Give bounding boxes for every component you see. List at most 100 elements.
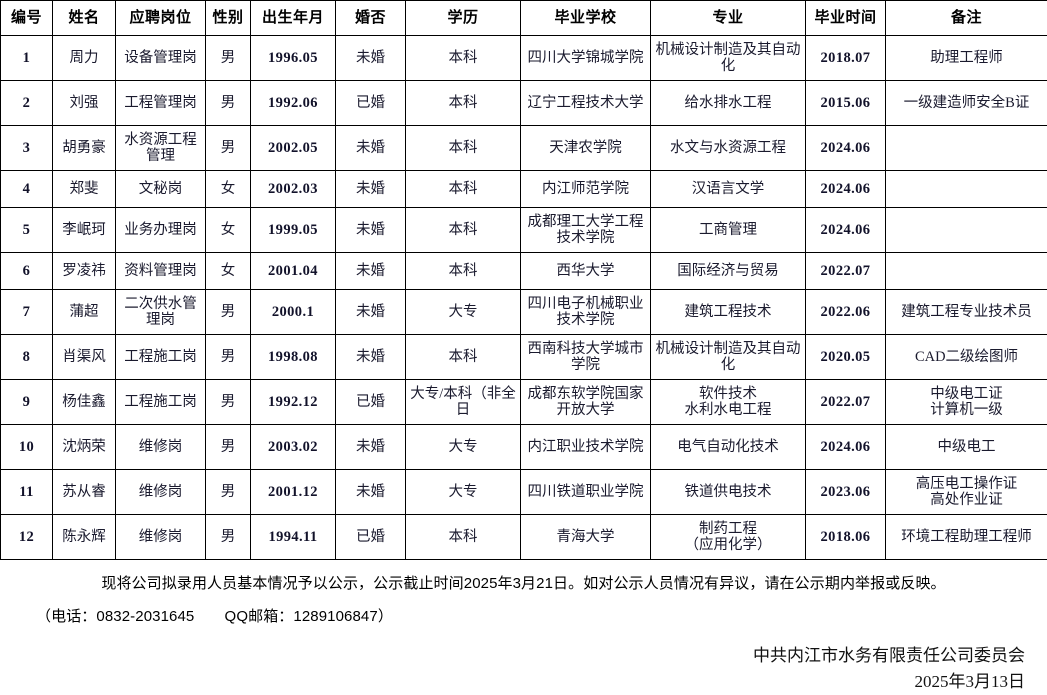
cell-education: 本科: [406, 253, 521, 290]
cell-no: 5: [1, 208, 53, 253]
cell-education: 大专: [406, 290, 521, 335]
cell-note: [886, 208, 1047, 253]
cell-post: 资料管理岗: [116, 253, 206, 290]
cell-birth: 2001.04: [251, 253, 336, 290]
cell-post: 维修岗: [116, 425, 206, 470]
cell-post: 文秘岗: [116, 171, 206, 208]
cell-school: 内江师范学院: [521, 171, 651, 208]
cell-major: 给水排水工程: [651, 81, 806, 126]
cell-post: 工程施工岗: [116, 380, 206, 425]
column-header-sex: 性别: [206, 1, 251, 36]
cell-school: 西华大学: [521, 253, 651, 290]
cell-marriage: 未婚: [336, 253, 406, 290]
cell-name: 苏从睿: [53, 470, 116, 515]
cell-name: 郑斐: [53, 171, 116, 208]
cell-sex: 女: [206, 208, 251, 253]
cell-graduation: 2018.06: [806, 515, 886, 560]
cell-no: 7: [1, 290, 53, 335]
table-row: 3 胡勇豪 水资源工程管理 男 2002.05 未婚 本科 天津农学院 水文与水…: [1, 126, 1047, 171]
cell-graduation: 2015.06: [806, 81, 886, 126]
cell-major: 汉语言文学: [651, 171, 806, 208]
cell-sex: 男: [206, 515, 251, 560]
column-header-graduation: 毕业时间: [806, 1, 886, 36]
cell-graduation: 2022.06: [806, 290, 886, 335]
cell-birth: 2003.02: [251, 425, 336, 470]
cell-name: 李岷珂: [53, 208, 116, 253]
cell-education: 本科: [406, 515, 521, 560]
cell-school: 四川大学锦城学院: [521, 36, 651, 81]
footer-section: 现将公司拟录用人员基本情况予以公示，公示截止时间2025年3月21日。如对公示人…: [0, 560, 1047, 695]
cell-birth: 1992.06: [251, 81, 336, 126]
public-notice-text: 现将公司拟录用人员基本情况予以公示，公示截止时间2025年3月21日。如对公示人…: [0, 568, 1047, 596]
cell-name: 蒲超: [53, 290, 116, 335]
cell-marriage: 未婚: [336, 36, 406, 81]
column-header-note: 备注: [886, 1, 1047, 36]
cell-sex: 女: [206, 253, 251, 290]
cell-birth: 1996.05: [251, 36, 336, 81]
cell-education: 本科: [406, 126, 521, 171]
cell-graduation: 2020.05: [806, 335, 886, 380]
cell-birth: 1998.08: [251, 335, 336, 380]
cell-note: 环境工程助理工程师: [886, 515, 1047, 560]
cell-note: CAD二级绘图师: [886, 335, 1047, 380]
cell-no: 6: [1, 253, 53, 290]
table-row: 10 沈炳荣 维修岗 男 2003.02 未婚 大专 内江职业技术学院 电气自动…: [1, 425, 1047, 470]
cell-school: 成都理工大学工程技术学院: [521, 208, 651, 253]
cell-graduation: 2022.07: [806, 253, 886, 290]
cell-post: 工程施工岗: [116, 335, 206, 380]
table-row: 1 周力 设备管理岗 男 1996.05 未婚 本科 四川大学锦城学院 机械设计…: [1, 36, 1047, 81]
cell-major: 电气自动化技术: [651, 425, 806, 470]
cell-note: 助理工程师: [886, 36, 1047, 81]
cell-marriage: 未婚: [336, 425, 406, 470]
cell-school: 青海大学: [521, 515, 651, 560]
cell-major: 机械设计制造及其自动化: [651, 335, 806, 380]
cell-note: 建筑工程专业技术员: [886, 290, 1047, 335]
cell-school: 四川电子机械职业技术学院: [521, 290, 651, 335]
table-row: 4 郑斐 文秘岗 女 2002.03 未婚 本科 内江师范学院 汉语言文学 20…: [1, 171, 1047, 208]
table-header-row: 编号 姓名 应聘岗位 性别 出生年月 婚否 学历 毕业学校 专业 毕业时间 备注: [1, 1, 1047, 36]
cell-major: 国际经济与贸易: [651, 253, 806, 290]
cell-graduation: 2024.06: [806, 208, 886, 253]
cell-education: 本科: [406, 171, 521, 208]
cell-birth: 2002.05: [251, 126, 336, 171]
cell-marriage: 已婚: [336, 515, 406, 560]
column-header-education: 学历: [406, 1, 521, 36]
cell-marriage: 未婚: [336, 126, 406, 171]
cell-name: 胡勇豪: [53, 126, 116, 171]
cell-graduation: 2024.06: [806, 171, 886, 208]
cell-education: 本科: [406, 335, 521, 380]
cell-name: 肖渠风: [53, 335, 116, 380]
cell-graduation: 2024.06: [806, 425, 886, 470]
cell-name: 陈永辉: [53, 515, 116, 560]
cell-post: 维修岗: [116, 470, 206, 515]
cell-marriage: 未婚: [336, 171, 406, 208]
cell-note: 中级电工: [886, 425, 1047, 470]
cell-no: 11: [1, 470, 53, 515]
table-row: 5 李岷珂 业务办理岗 女 1999.05 未婚 本科 成都理工大学工程技术学院…: [1, 208, 1047, 253]
cell-marriage: 未婚: [336, 470, 406, 515]
cell-no: 2: [1, 81, 53, 126]
cell-sex: 男: [206, 290, 251, 335]
cell-birth: 1994.11: [251, 515, 336, 560]
cell-no: 10: [1, 425, 53, 470]
cell-note: [886, 253, 1047, 290]
column-header-marriage: 婚否: [336, 1, 406, 36]
cell-post: 水资源工程管理: [116, 126, 206, 171]
table-row: 8 肖渠风 工程施工岗 男 1998.08 未婚 本科 西南科技大学城市学院 机…: [1, 335, 1047, 380]
cell-sex: 男: [206, 425, 251, 470]
cell-major: 铁道供电技术: [651, 470, 806, 515]
cell-name: 周力: [53, 36, 116, 81]
cell-education: 大专/本科（非全日: [406, 380, 521, 425]
issuing-organization: 中共内江市水务有限责任公司委员会: [0, 643, 1025, 669]
cell-marriage: 已婚: [336, 380, 406, 425]
table-row: 12 陈永辉 维修岗 男 1994.11 已婚 本科 青海大学 制药工程（应用化…: [1, 515, 1047, 560]
cell-school: 西南科技大学城市学院: [521, 335, 651, 380]
table-body: 1 周力 设备管理岗 男 1996.05 未婚 本科 四川大学锦城学院 机械设计…: [1, 36, 1047, 560]
cell-graduation: 2018.07: [806, 36, 886, 81]
cell-no: 12: [1, 515, 53, 560]
cell-education: 大专: [406, 470, 521, 515]
cell-school: 天津农学院: [521, 126, 651, 171]
cell-school: 四川铁道职业学院: [521, 470, 651, 515]
column-header-name: 姓名: [53, 1, 116, 36]
cell-major: 制药工程（应用化学）: [651, 515, 806, 560]
